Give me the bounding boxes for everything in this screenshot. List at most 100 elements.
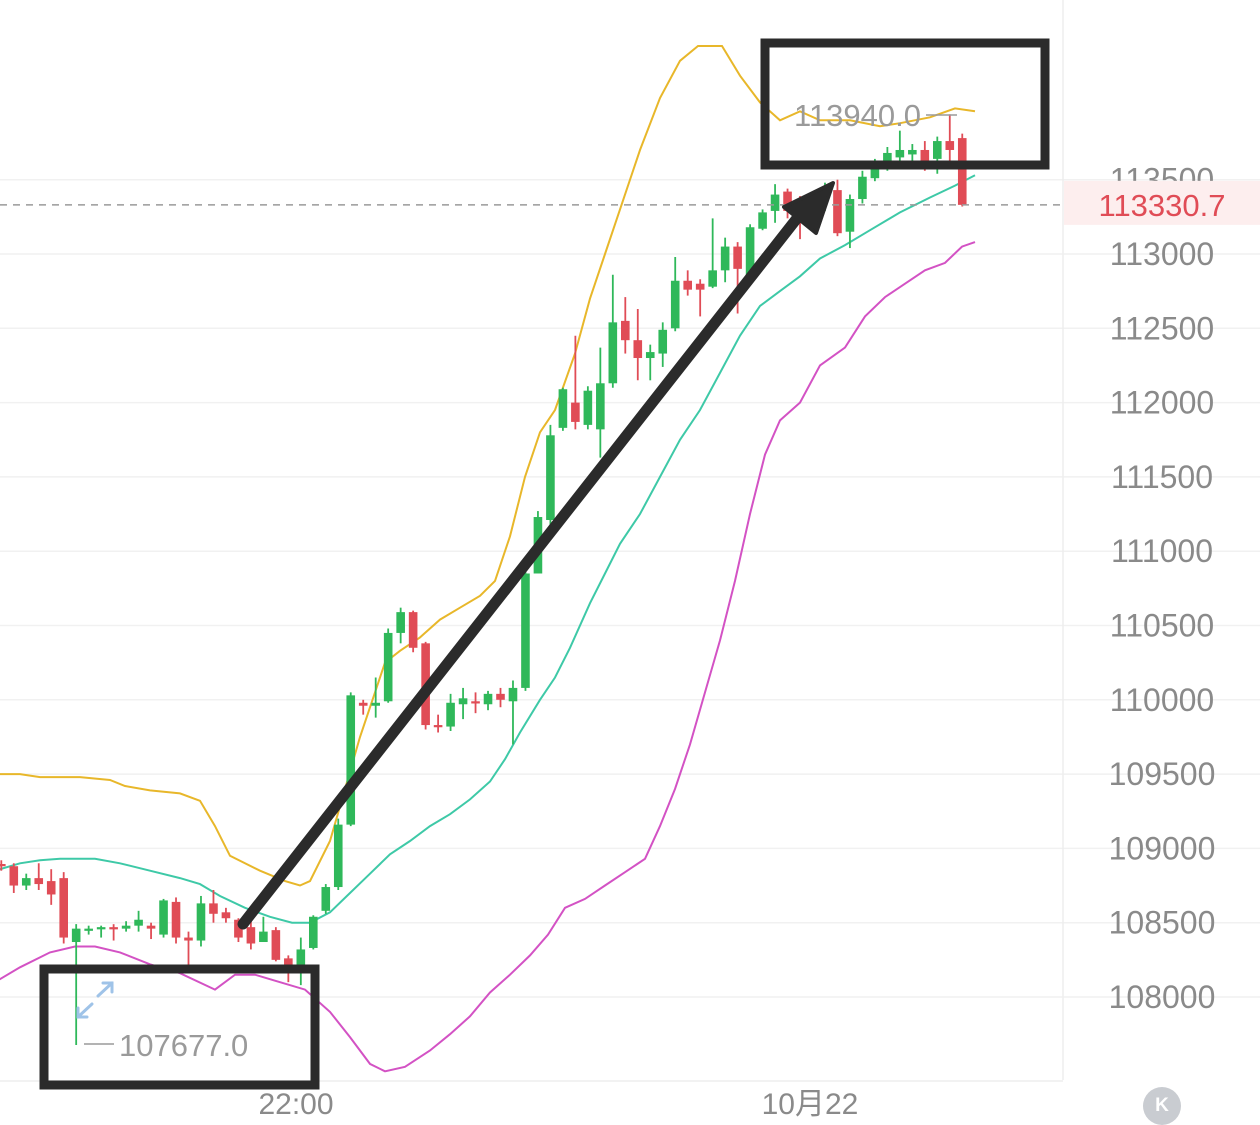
candle-body [171, 901, 181, 938]
candle-up [558, 387, 568, 431]
upper-band-line [0, 45, 976, 887]
candle-body [234, 919, 243, 938]
candle-up [608, 274, 618, 388]
candle-body [321, 887, 331, 911]
last-price-marker: 113330.7 [0, 180, 1260, 225]
candle-up [858, 170, 867, 204]
candle-body [633, 340, 643, 359]
candle-up [583, 386, 593, 430]
candle-up [720, 237, 730, 283]
candle-body [284, 958, 293, 966]
candle-up [84, 925, 93, 935]
candle-body [683, 280, 692, 290]
candle-body [571, 402, 580, 422]
high-highlight-box [760, 38, 1050, 170]
candle-body [209, 903, 218, 914]
candle-body [496, 693, 505, 700]
candle-body [621, 320, 630, 341]
candle-body [695, 283, 705, 290]
candle-down [46, 869, 56, 905]
low-highlight-box [39, 964, 320, 1090]
price-tick-label: 112000 [1110, 385, 1214, 421]
candle-up [708, 218, 717, 289]
candle-body [221, 912, 231, 919]
candle-body [645, 352, 655, 359]
candle-up [71, 924, 81, 1045]
candle-body [733, 246, 742, 269]
candle-body [71, 928, 81, 943]
candle-body [408, 612, 418, 648]
candle-body [246, 927, 256, 944]
candle-body [346, 695, 356, 825]
low-marker: 107677.0 [84, 1028, 248, 1063]
candle-body [770, 194, 780, 211]
candle-down [271, 927, 281, 962]
candle-body [34, 878, 44, 885]
price-tick-label: 112500 [1110, 310, 1214, 346]
candle-body [870, 163, 880, 179]
candle-body [159, 900, 168, 935]
candle-body [9, 866, 19, 886]
candle-body [608, 322, 618, 384]
time-tick-label: 10月22 [762, 1088, 859, 1121]
candle-body [84, 928, 93, 931]
candle-up [21, 873, 31, 891]
candle-body [596, 383, 605, 430]
candle-body [583, 390, 593, 425]
candle-body [371, 702, 380, 706]
candle-body [121, 925, 131, 929]
candle-body [59, 878, 68, 938]
candle-up [508, 680, 518, 745]
candle-body [845, 199, 855, 232]
grid-lines [0, 178, 1260, 998]
candle-up [446, 693, 455, 732]
candle-body [458, 698, 468, 705]
high-marker: 113940.0 [794, 98, 957, 133]
candle-down [0, 860, 6, 871]
candlesticks[interactable] [0, 114, 967, 1045]
last-price-tag [1064, 180, 1260, 225]
candle-body [383, 632, 393, 702]
expand-icon[interactable] [76, 981, 114, 1019]
candle-body [945, 141, 955, 150]
candle-up [96, 925, 106, 938]
candle-body [396, 612, 405, 633]
price-tick-label: 109000 [1109, 830, 1216, 866]
candle-body [933, 141, 942, 159]
trend-arrow [237, 181, 835, 930]
candle-body [446, 702, 455, 727]
bollinger-bands [0, 45, 976, 1073]
price-tick-label: 111000 [1111, 533, 1213, 569]
candle-body [783, 191, 792, 211]
candle-down [171, 897, 181, 944]
candle-down [633, 308, 643, 381]
candle-down [9, 863, 19, 893]
candle-down [621, 297, 630, 354]
candle-down [184, 931, 193, 968]
candle-down [957, 133, 967, 207]
candle-up [645, 344, 655, 381]
candle-body [920, 149, 930, 162]
candle-up [134, 910, 143, 932]
candle-up [321, 884, 331, 914]
candle-body [296, 949, 306, 968]
candle-body [658, 329, 668, 354]
candle-up [333, 818, 343, 891]
candle-up [770, 184, 780, 223]
high-price-label: 113940.0 [794, 98, 921, 133]
candle-body [21, 878, 31, 886]
candle-body [483, 693, 493, 705]
kline-badge-icon[interactable]: K [1143, 1087, 1181, 1125]
candle-down [221, 907, 231, 923]
candle-body [433, 725, 443, 728]
time-axis-labels: 22:00 10月22 [258, 1088, 858, 1121]
candle-up [296, 937, 306, 986]
price-tick-label: 110000 [1110, 682, 1214, 718]
candle-up [758, 209, 767, 231]
candle-down [683, 270, 692, 296]
candle-body [670, 280, 680, 329]
candle-down [496, 687, 505, 708]
candle-down [833, 179, 842, 237]
candle-body [146, 925, 156, 929]
